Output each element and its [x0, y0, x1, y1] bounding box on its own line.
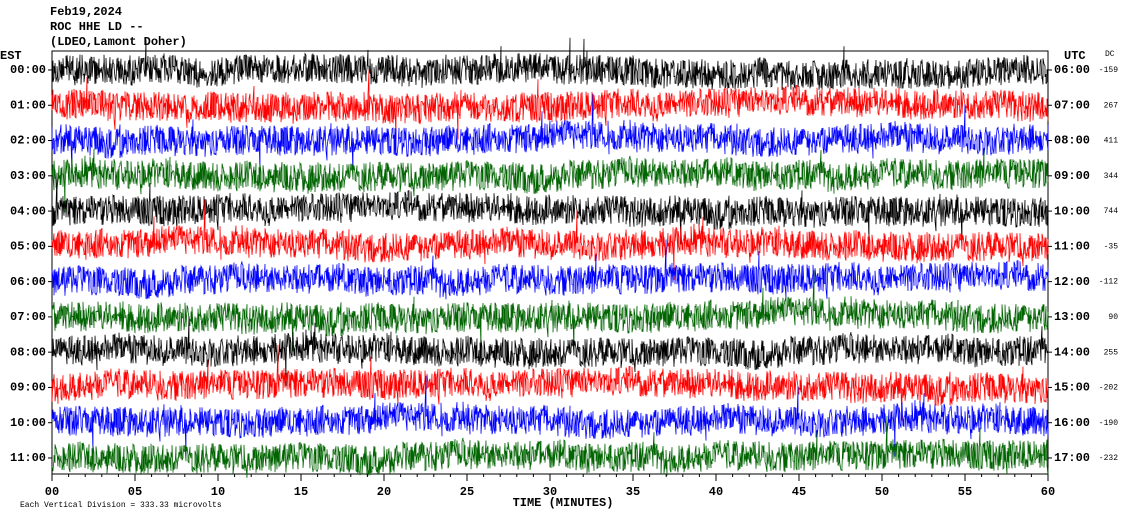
utc-time: 07:00: [1054, 98, 1090, 112]
trace: [51, 69, 1049, 140]
dc-offset: -202: [1099, 384, 1118, 393]
dc-offset: 255: [1104, 348, 1119, 357]
trace: [51, 172, 1049, 246]
utc-time: 15:00: [1054, 381, 1090, 395]
trace: [51, 316, 1049, 387]
dc-offset: 90: [1108, 313, 1118, 322]
x-tick-label: 35: [626, 485, 640, 499]
dc-offset: -35: [1104, 242, 1119, 251]
est-time: 08:00: [10, 345, 46, 359]
trace: [51, 375, 1049, 457]
trace: [51, 37, 1049, 91]
x-tick-label: 45: [792, 485, 806, 499]
trace: [51, 93, 1049, 175]
x-tick-label: 55: [958, 485, 972, 499]
footer-note: Each Vertical Division = 333.33 microvol…: [20, 501, 222, 510]
est-time: 09:00: [10, 381, 46, 395]
est-time: 00:00: [10, 63, 46, 77]
x-tick-label: 00: [45, 485, 59, 499]
utc-time: 12:00: [1054, 275, 1090, 289]
trace: [51, 199, 1049, 281]
x-tick-label: 30: [543, 485, 557, 499]
est-time: 11:00: [10, 451, 46, 465]
dc-offset: 744: [1104, 207, 1119, 216]
est-time: 05:00: [10, 240, 46, 254]
est-label: EST: [0, 49, 22, 63]
x-tick-label: 60: [1041, 485, 1055, 499]
utc-time: 09:00: [1054, 169, 1090, 183]
dc-offset: -190: [1099, 419, 1118, 428]
trace: [51, 415, 1049, 478]
utc-time: 11:00: [1054, 240, 1090, 254]
dc-offset: 267: [1104, 101, 1119, 110]
utc-time: 14:00: [1054, 345, 1090, 359]
est-time: 10:00: [10, 416, 46, 430]
trace: [51, 270, 1049, 352]
trace: [51, 148, 1049, 213]
est-time: 01:00: [10, 98, 46, 112]
x-tick-label: 25: [460, 485, 474, 499]
dc-offset: 344: [1104, 172, 1119, 181]
utc-time: 17:00: [1054, 451, 1090, 465]
dc-offset: -112: [1099, 278, 1118, 287]
x-axis-label: TIME (MINUTES): [513, 496, 614, 510]
trace: [51, 239, 1049, 300]
est-time: 06:00: [10, 275, 46, 289]
date: Feb19,2024: [50, 5, 122, 19]
est-time: 07:00: [10, 310, 46, 324]
dc-offset: 411: [1104, 137, 1119, 146]
x-tick-label: 05: [128, 485, 142, 499]
network: (LDEO,Lamont Doher): [50, 35, 187, 49]
est-time: 04:00: [10, 204, 46, 218]
x-tick-label: 10: [211, 485, 225, 499]
est-time: 02:00: [10, 134, 46, 148]
station: ROC HHE LD --: [50, 20, 144, 34]
utc-time: 06:00: [1054, 63, 1090, 77]
dc-offset: -232: [1099, 454, 1118, 463]
dc-offset: -159: [1099, 66, 1118, 75]
utc-time: 16:00: [1054, 416, 1090, 430]
dc-label: DC: [1105, 50, 1115, 59]
utc-time: 13:00: [1054, 310, 1090, 324]
trace: [51, 344, 1049, 421]
est-time: 03:00: [10, 169, 46, 183]
x-tick-label: 40: [709, 485, 723, 499]
utc-time: 08:00: [1054, 134, 1090, 148]
traces: [51, 37, 1049, 478]
x-tick-label: 20: [377, 485, 391, 499]
x-tick-label: 50: [875, 485, 889, 499]
x-tick-label: 15: [294, 485, 308, 499]
utc-label: UTC: [1064, 49, 1086, 63]
utc-time: 10:00: [1054, 204, 1090, 218]
